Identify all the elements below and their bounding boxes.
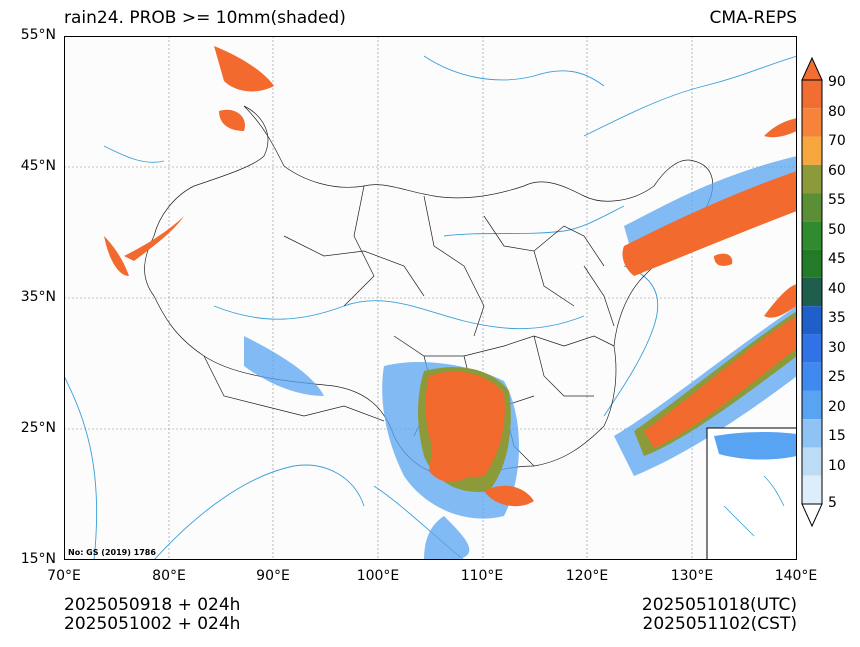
- colorbar-block-15: [802, 419, 822, 448]
- lon-label-130: 130°E: [670, 568, 714, 584]
- valid-time-cst: 2025051102(CST): [642, 614, 797, 634]
- map-frame: [64, 36, 797, 560]
- colorbar-block-40: [802, 277, 822, 307]
- colorbar-block-55: [802, 193, 822, 222]
- lon-label-110: 110°E: [460, 568, 504, 584]
- lat-label-15: 15°N: [20, 551, 56, 567]
- colorbar-label-45: 45: [828, 251, 846, 267]
- colorbar-label-60: 60: [828, 163, 846, 179]
- colorbar-label-35: 35: [828, 310, 846, 326]
- lat-label-25: 25°N: [20, 420, 56, 436]
- colorbar-frame: [801, 79, 823, 505]
- colorbar-block-70: [802, 136, 822, 165]
- lat-label-45: 45°N: [20, 158, 56, 174]
- colorbar-label-25: 25: [828, 369, 846, 385]
- colorbar-label-40: 40: [828, 281, 846, 297]
- colorbar-block-90: [802, 80, 822, 109]
- probability-shading: [104, 46, 797, 560]
- lon-label-90: 90°E: [256, 568, 290, 584]
- colorbar-label-70: 70: [828, 133, 846, 149]
- colorbar-blocks: [801, 56, 823, 528]
- colorbar-block-80: [802, 108, 822, 137]
- map-approval-note: No: GS (2019) 1786: [68, 548, 156, 557]
- colorbar-label-55: 55: [828, 192, 846, 208]
- colorbar-block-45: [802, 249, 822, 278]
- colorbar-block-25: [802, 362, 822, 391]
- colorbar-extend-max: [801, 56, 823, 81]
- colorbar-label-50: 50: [828, 222, 846, 238]
- valid-time-utc: 2025051018(UTC): [641, 595, 797, 615]
- lon-label-140: 140°E: [774, 568, 818, 584]
- lon-label-120: 120°E: [565, 568, 609, 584]
- lon-label-80: 80°E: [152, 568, 186, 584]
- colorbar-label-30: 30: [828, 340, 846, 356]
- lon-label-100: 100°E: [356, 568, 400, 584]
- valid-time-block: 2025051018(UTC) 2025051102(CST): [642, 596, 797, 634]
- colorbar-block-60: [802, 164, 822, 194]
- inset-shading: [714, 431, 797, 460]
- init-time-block: 2025050918 + 024h 2025051002 + 024h: [64, 596, 240, 634]
- colorbar: [801, 56, 823, 528]
- probability-map: No: GS (2019) 1786: [64, 36, 797, 560]
- colorbar-block-50: [802, 221, 822, 250]
- colorbar-label-5: 5: [828, 495, 837, 511]
- colorbar-block-35: [802, 306, 822, 335]
- map-title: rain24. PROB >= 10mm(shaded): [64, 8, 346, 28]
- colorbar-block-20: [802, 390, 822, 420]
- lon-label-70: 70°E: [47, 568, 81, 584]
- colorbar-block-10: [802, 447, 822, 476]
- init-time-cst: 2025051002 + 024h: [64, 614, 241, 634]
- colorbar-label-80: 80: [828, 104, 846, 120]
- colorbar-label-90: 90: [828, 74, 846, 90]
- model-name: CMA-REPS: [709, 8, 797, 28]
- colorbar-label-20: 20: [828, 399, 846, 415]
- colorbar-block-30: [802, 334, 822, 363]
- lat-label-55: 55°N: [20, 27, 56, 43]
- colorbar-label-10: 10: [828, 458, 846, 474]
- init-time-utc: 2025050918 + 024h: [64, 595, 241, 615]
- lat-label-35: 35°N: [20, 289, 56, 305]
- colorbar-label-15: 15: [828, 428, 846, 444]
- colorbar-block-5: [802, 475, 822, 504]
- colorbar-extend-min: [801, 503, 823, 528]
